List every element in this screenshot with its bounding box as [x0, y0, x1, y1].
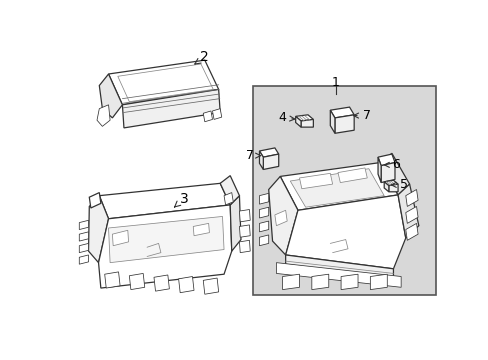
- Polygon shape: [239, 240, 250, 253]
- Polygon shape: [259, 148, 278, 157]
- Text: 4: 4: [278, 111, 294, 125]
- Polygon shape: [259, 221, 268, 232]
- Text: 3: 3: [174, 192, 188, 207]
- Polygon shape: [224, 193, 233, 205]
- Text: 7: 7: [353, 109, 370, 122]
- Text: 6: 6: [384, 158, 399, 171]
- Polygon shape: [301, 120, 313, 127]
- Polygon shape: [203, 278, 218, 294]
- Polygon shape: [99, 74, 122, 118]
- Polygon shape: [334, 115, 353, 133]
- Polygon shape: [193, 223, 209, 236]
- Polygon shape: [377, 154, 394, 166]
- Polygon shape: [341, 274, 357, 289]
- Polygon shape: [285, 255, 393, 280]
- Polygon shape: [268, 176, 297, 255]
- Polygon shape: [129, 274, 144, 289]
- Polygon shape: [99, 183, 230, 219]
- Polygon shape: [79, 220, 88, 230]
- Polygon shape: [239, 210, 250, 222]
- Polygon shape: [178, 276, 194, 293]
- Polygon shape: [108, 60, 218, 105]
- Polygon shape: [154, 275, 169, 291]
- Polygon shape: [239, 225, 250, 237]
- Polygon shape: [329, 107, 353, 118]
- Polygon shape: [263, 154, 278, 170]
- Polygon shape: [295, 115, 313, 121]
- Polygon shape: [280, 163, 397, 210]
- Polygon shape: [397, 184, 418, 238]
- Polygon shape: [384, 180, 397, 186]
- Polygon shape: [212, 109, 221, 120]
- Bar: [252, 86, 435, 295]
- Polygon shape: [295, 116, 301, 127]
- Polygon shape: [108, 216, 224, 263]
- Text: 1: 1: [331, 76, 339, 89]
- Polygon shape: [405, 223, 417, 240]
- Polygon shape: [79, 255, 88, 264]
- Polygon shape: [329, 110, 334, 133]
- Text: 5: 5: [390, 178, 407, 192]
- Polygon shape: [79, 232, 88, 241]
- Text: 2: 2: [195, 50, 209, 64]
- Polygon shape: [220, 176, 239, 205]
- Text: 7: 7: [245, 149, 260, 162]
- Polygon shape: [299, 173, 332, 189]
- Polygon shape: [285, 195, 405, 269]
- Polygon shape: [337, 168, 366, 183]
- Polygon shape: [276, 263, 400, 287]
- Polygon shape: [405, 206, 417, 223]
- Polygon shape: [122, 89, 220, 128]
- Polygon shape: [203, 111, 212, 122]
- Polygon shape: [89, 193, 101, 208]
- Polygon shape: [259, 151, 263, 170]
- Polygon shape: [97, 105, 110, 126]
- Polygon shape: [405, 189, 417, 206]
- Polygon shape: [112, 230, 128, 246]
- Polygon shape: [79, 243, 88, 253]
- Polygon shape: [282, 274, 299, 289]
- Polygon shape: [369, 274, 386, 289]
- Polygon shape: [274, 210, 286, 226]
- Polygon shape: [377, 157, 380, 183]
- Polygon shape: [388, 184, 397, 192]
- Polygon shape: [259, 235, 268, 246]
- Polygon shape: [311, 274, 328, 289]
- Polygon shape: [290, 169, 384, 207]
- Polygon shape: [384, 182, 388, 192]
- Polygon shape: [259, 207, 268, 218]
- Polygon shape: [230, 195, 241, 251]
- Polygon shape: [88, 195, 108, 263]
- Polygon shape: [380, 153, 409, 195]
- Polygon shape: [259, 193, 268, 204]
- Polygon shape: [99, 205, 231, 288]
- Polygon shape: [380, 163, 394, 183]
- Polygon shape: [104, 272, 120, 288]
